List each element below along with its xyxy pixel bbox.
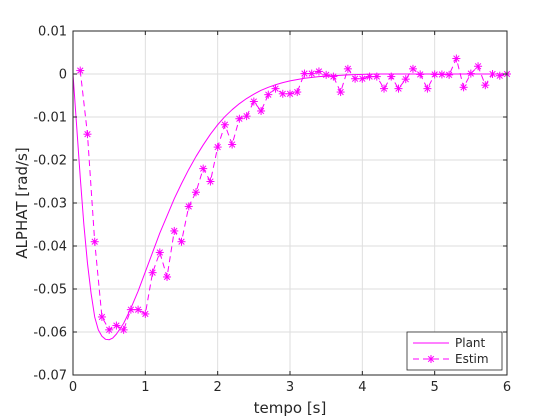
data-point	[264, 90, 273, 99]
data-point	[416, 70, 425, 79]
data-point	[495, 71, 504, 80]
data-point	[119, 325, 128, 334]
data-point	[336, 88, 345, 97]
data-point	[199, 164, 208, 173]
y-tick-label: -0.03	[33, 197, 67, 212]
x-tick-label: 1	[141, 380, 149, 395]
data-point	[401, 75, 410, 84]
data-point	[206, 177, 215, 186]
legend-estim-marker	[427, 355, 435, 363]
x-tick-label: 6	[503, 380, 511, 395]
y-tick-label: -0.01	[33, 111, 67, 126]
data-point	[148, 268, 157, 277]
legend: Plant Estim	[406, 331, 503, 371]
data-point	[293, 88, 302, 97]
data-point	[314, 67, 323, 76]
data-point	[372, 72, 381, 81]
y-tick-label: -0.06	[33, 326, 67, 341]
data-point	[242, 112, 251, 121]
x-tick-label: 0	[69, 380, 77, 395]
y-tick-label: 0.01	[38, 25, 67, 40]
data-point	[105, 325, 114, 334]
data-point	[213, 143, 222, 152]
data-point	[365, 72, 374, 81]
y-tick-label: -0.05	[33, 283, 67, 298]
legend-estim-label: Estim	[455, 352, 489, 366]
data-point	[170, 226, 179, 235]
data-point	[235, 114, 244, 123]
data-point	[300, 69, 309, 78]
data-point	[257, 106, 266, 115]
y-tick-label: -0.02	[33, 154, 67, 169]
data-point	[408, 64, 417, 73]
data-point	[437, 70, 446, 79]
data-point	[329, 72, 338, 81]
data-point	[394, 84, 403, 93]
data-point	[155, 248, 164, 257]
data-point	[76, 66, 85, 75]
data-point	[228, 140, 237, 149]
x-tick-label: 5	[431, 380, 439, 395]
data-point	[191, 188, 200, 197]
data-point	[343, 64, 352, 73]
y-tick-label: -0.07	[33, 369, 67, 384]
data-point	[126, 305, 135, 314]
data-point	[423, 84, 432, 93]
data-point	[358, 74, 367, 83]
data-point	[141, 309, 150, 318]
data-point	[163, 272, 172, 281]
x-tick-label: 4	[358, 380, 366, 395]
data-point	[452, 54, 461, 63]
data-point	[97, 312, 106, 321]
legend-plant-label: Plant	[455, 336, 486, 350]
data-point	[387, 72, 396, 81]
data-point	[307, 69, 316, 78]
data-point	[278, 89, 287, 98]
data-point	[474, 62, 483, 71]
data-point	[83, 130, 92, 139]
legend-asterisk-marker	[427, 355, 435, 363]
data-point	[459, 83, 468, 92]
legend-box	[406, 331, 503, 371]
data-point	[445, 70, 454, 79]
data-point	[286, 89, 294, 98]
data-point	[380, 84, 389, 93]
data-point	[322, 70, 331, 79]
data-point	[430, 70, 439, 79]
series-layer	[72, 54, 511, 341]
x-tick-label: 3	[286, 380, 294, 395]
data-point	[271, 84, 280, 93]
y-tick-label: 0	[59, 68, 67, 83]
data-point	[351, 74, 360, 83]
y-axis-label: ALPHAT [rad/s]	[13, 147, 31, 258]
data-point	[90, 237, 99, 246]
series-line-plant	[72, 73, 507, 341]
data-point	[481, 81, 490, 90]
y-tick-label: -0.04	[33, 240, 67, 255]
data-point	[249, 97, 258, 106]
grid	[72, 30, 508, 376]
data-point	[466, 69, 475, 78]
ticks: 0 1 2 3 4 5 6 0.01 0 -0.01 -0.02 -0.03 -0.04 -0.05 -0.…	[33, 25, 511, 396]
x-tick-label: 2	[214, 380, 222, 395]
data-point	[184, 202, 193, 211]
data-point	[488, 70, 497, 78]
data-point	[112, 321, 121, 330]
data-point	[134, 305, 143, 314]
data-point	[220, 120, 229, 129]
data-point	[177, 237, 186, 246]
x-axis-label: tempo [s]	[254, 399, 327, 417]
